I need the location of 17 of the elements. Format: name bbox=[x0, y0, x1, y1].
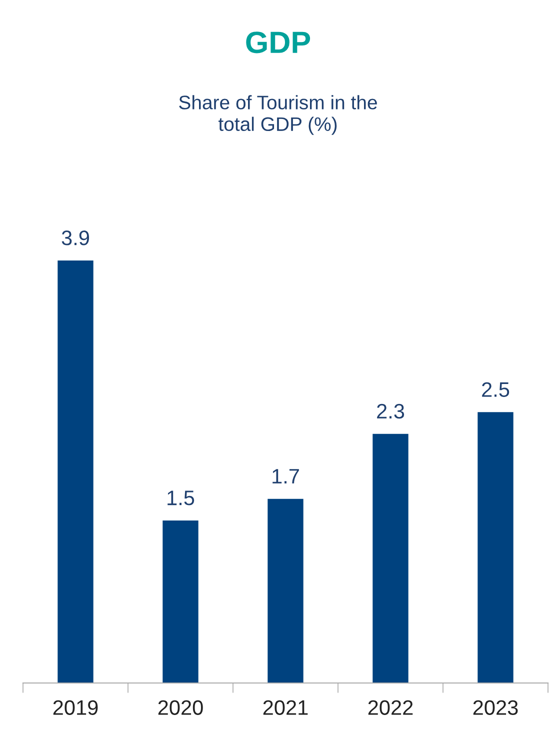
chart-subtitle: Share of Tourism in the total GDP (%) bbox=[179, 95, 377, 135]
bar bbox=[478, 412, 514, 683]
data-label: 2.3 bbox=[377, 404, 404, 419]
bar bbox=[268, 498, 304, 683]
x-tick-label: 2023 bbox=[473, 700, 518, 715]
x-tick-label: 2021 bbox=[263, 700, 308, 715]
data-label: 2.5 bbox=[482, 382, 510, 397]
x-tick-label: 2022 bbox=[368, 700, 413, 715]
data-label: 3.9 bbox=[62, 230, 89, 246]
bar bbox=[162, 520, 198, 683]
data-label: 1.5 bbox=[168, 490, 194, 506]
data-label: 1.7 bbox=[272, 469, 299, 484]
x-tick-label: 2020 bbox=[158, 700, 203, 715]
chart-title: GDP bbox=[246, 32, 310, 54]
x-tick-label: 2019 bbox=[53, 700, 98, 715]
bar bbox=[58, 260, 94, 683]
bar bbox=[372, 434, 408, 683]
